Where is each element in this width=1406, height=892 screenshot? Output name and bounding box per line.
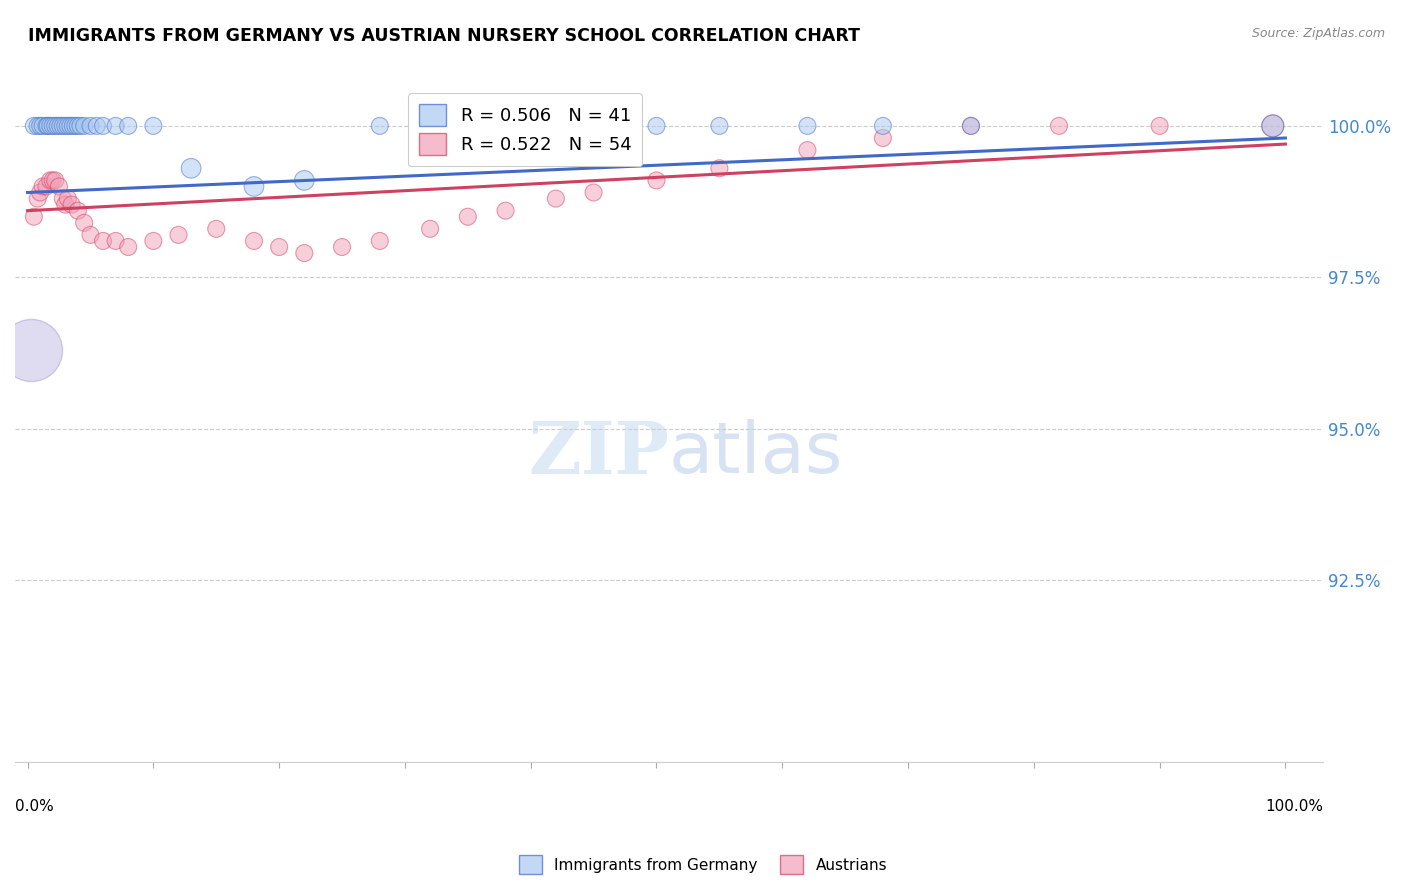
Point [457, 210, 479, 224]
Text: IMMIGRANTS FROM GERMANY VS AUSTRIAN NURSERY SCHOOL CORRELATION CHART: IMMIGRANTS FROM GERMANY VS AUSTRIAN NURS… [28, 27, 860, 45]
Point [582, 119, 605, 133]
Point [66, 119, 89, 133]
Point [22, 210, 45, 224]
Point [30, 119, 52, 133]
Point [44, 119, 66, 133]
Point [1149, 119, 1171, 133]
Point [65, 119, 87, 133]
Point [243, 234, 266, 248]
Point [60, 197, 83, 211]
Point [37, 119, 59, 133]
Point [69, 119, 91, 133]
Point [292, 173, 315, 187]
Point [582, 186, 605, 200]
Point [22, 119, 45, 133]
Point [53, 197, 76, 211]
Point [104, 119, 127, 133]
Legend: R = 0.506   N = 41, R = 0.522   N = 54: R = 0.506 N = 41, R = 0.522 N = 54 [408, 94, 643, 166]
Point [1261, 119, 1284, 133]
Point [419, 222, 441, 236]
Text: 0.0%: 0.0% [15, 799, 53, 814]
Point [73, 216, 96, 230]
Point [1261, 119, 1284, 133]
Point [42, 173, 65, 187]
Point [52, 192, 75, 206]
Point [66, 203, 89, 218]
Legend: Immigrants from Germany, Austrians: Immigrants from Germany, Austrians [513, 849, 893, 880]
Point [31, 179, 53, 194]
Point [79, 119, 101, 133]
Text: Source: ZipAtlas.com: Source: ZipAtlas.com [1251, 27, 1385, 40]
Point [42, 119, 65, 133]
Point [117, 240, 139, 254]
Point [31, 119, 53, 133]
Point [205, 222, 228, 236]
Point [645, 173, 668, 187]
Point [117, 119, 139, 133]
Point [91, 119, 114, 133]
Point [104, 234, 127, 248]
Point [368, 119, 391, 133]
Point [709, 119, 731, 133]
Point [86, 119, 108, 133]
Point [27, 119, 49, 133]
Point [180, 161, 202, 176]
Point [27, 192, 49, 206]
Point [53, 119, 76, 133]
Point [142, 119, 165, 133]
Point [56, 119, 79, 133]
Point [495, 203, 517, 218]
Point [292, 246, 315, 260]
Point [1047, 119, 1070, 133]
Point [59, 119, 82, 133]
Point [46, 119, 69, 133]
Point [544, 192, 567, 206]
Point [796, 119, 818, 133]
Point [39, 173, 62, 187]
Point [330, 240, 353, 254]
Point [73, 119, 96, 133]
Point [35, 119, 58, 133]
Point [645, 119, 668, 133]
Point [56, 192, 79, 206]
Point [35, 179, 58, 194]
Text: 100.0%: 100.0% [1265, 799, 1323, 814]
Point [167, 227, 190, 242]
Point [457, 119, 479, 133]
Point [544, 119, 567, 133]
Point [39, 119, 62, 133]
Point [960, 119, 983, 133]
Point [62, 119, 84, 133]
Point [872, 119, 894, 133]
Point [368, 234, 391, 248]
Point [419, 119, 441, 133]
Point [79, 227, 101, 242]
Point [48, 179, 70, 194]
Point [91, 234, 114, 248]
Point [20, 343, 42, 357]
Point [243, 179, 266, 194]
Point [30, 186, 52, 200]
Point [872, 131, 894, 145]
Point [709, 161, 731, 176]
Point [495, 119, 517, 133]
Point [269, 240, 291, 254]
Point [52, 119, 75, 133]
Point [960, 119, 983, 133]
Point [44, 173, 66, 187]
Point [49, 119, 72, 133]
Text: ZIP: ZIP [529, 418, 669, 490]
Text: atlas: atlas [669, 419, 844, 488]
Point [142, 234, 165, 248]
Point [796, 143, 818, 157]
